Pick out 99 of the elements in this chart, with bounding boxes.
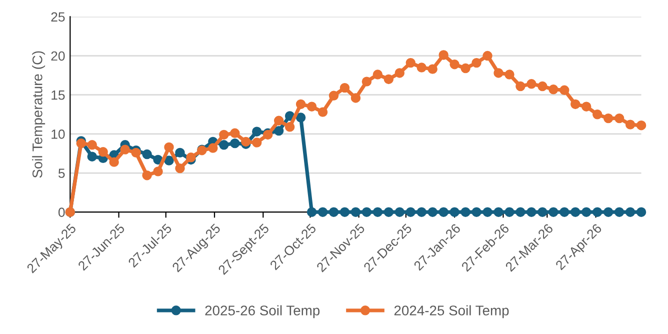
point [450,60,460,70]
point [438,207,448,217]
point [350,93,361,103]
point [450,207,460,217]
point [472,58,482,68]
point [582,207,592,217]
point [87,152,97,162]
point [175,163,185,174]
point [384,74,394,84]
point [208,143,218,153]
point [340,82,350,93]
point [274,126,284,136]
point [164,156,174,166]
point [328,90,339,100]
point [592,110,602,120]
point [350,207,361,217]
legend-label: 2024-25 Soil Temp [394,305,509,318]
point [482,207,492,217]
point [494,207,504,217]
point [296,112,306,122]
point [284,122,295,132]
point [526,79,536,89]
point [384,207,394,217]
point [318,207,328,217]
point [582,102,592,112]
point [460,63,470,74]
point [76,138,86,148]
point [516,207,526,217]
point [636,120,646,130]
point [120,144,130,154]
point [362,76,372,86]
point [219,130,229,140]
point [548,207,558,217]
point [416,207,426,217]
point [406,58,416,68]
point [472,207,482,217]
point [636,207,646,217]
point [98,147,108,157]
point [494,68,504,78]
point [614,113,624,124]
point [526,207,536,217]
point [296,99,306,110]
point [548,84,558,94]
point [175,148,185,158]
point [614,207,624,217]
point [394,68,405,78]
y-tick-label: 0 [58,208,65,217]
y-axis-title: Soil Temperature (C) [32,51,46,178]
point [372,207,383,217]
y-tick-label: 15 [52,90,65,100]
point [625,120,636,130]
point [109,157,119,167]
point [230,138,240,148]
point [142,149,152,160]
point [603,113,614,124]
point [428,207,438,217]
y-tick-label: 20 [51,51,65,61]
point [87,140,97,150]
y-tick-label: 5 [58,168,65,178]
point [482,50,492,61]
point [142,170,152,180]
point [570,99,580,110]
point [328,207,339,217]
y-tick-label: 25 [51,12,65,22]
point [560,207,570,217]
point [252,126,262,136]
point [438,50,448,60]
point [460,207,470,217]
point [340,207,350,217]
point [186,152,196,162]
y-tick-label: 10 [52,130,65,139]
point [131,148,141,158]
point [164,142,174,152]
point [428,64,438,74]
point [570,207,580,217]
point [306,207,317,217]
point [394,207,405,217]
point [241,136,251,147]
point [592,207,602,217]
point [603,207,614,217]
point [252,138,262,148]
point [538,81,548,92]
legend-label: 2025-26 Soil Temp [205,305,320,318]
point [318,107,328,117]
point [306,102,317,112]
point [538,207,548,217]
point [274,116,284,126]
point [504,207,514,217]
point [516,81,526,92]
point [560,85,570,96]
point [406,207,416,217]
point [625,207,636,217]
point [153,166,163,176]
point [416,62,426,72]
point [372,70,383,80]
point [362,207,372,217]
point [230,128,240,138]
point [219,140,229,150]
point [504,70,514,80]
